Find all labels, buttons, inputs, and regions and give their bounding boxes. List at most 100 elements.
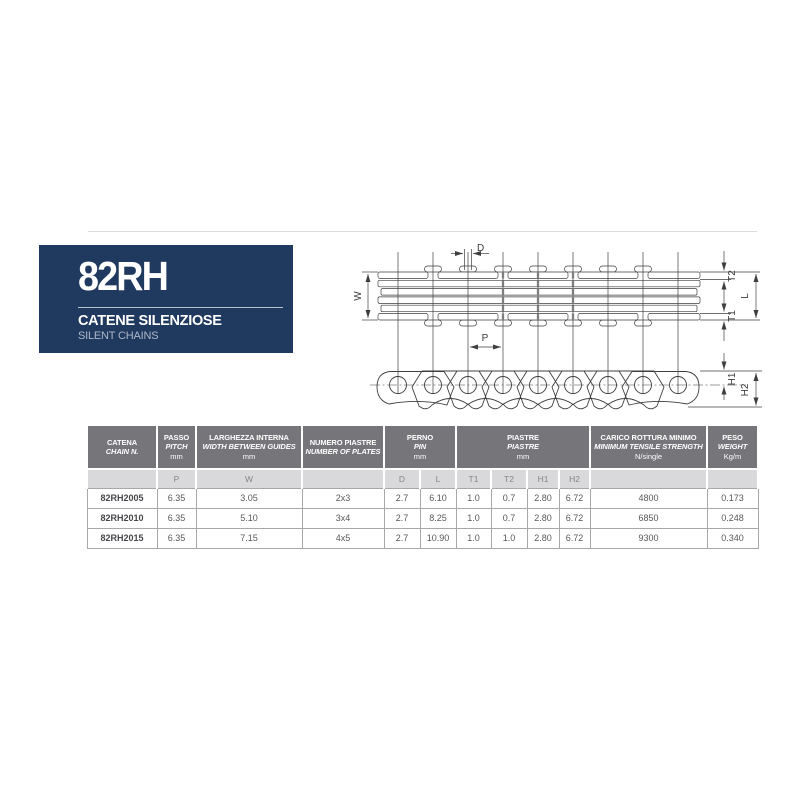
col-header-weight: PESO WEIGHT Kg/m — [706, 424, 760, 470]
spec-value-cell: 6.10 — [419, 487, 457, 509]
spec-value-cell: 0.7 — [490, 507, 528, 529]
dim-label-h1: H1 — [727, 372, 738, 385]
spec-value-cell: 0.173 — [706, 487, 759, 509]
chain-model-cell: 82RH2005 — [86, 487, 158, 509]
pin-axis-lines — [397, 252, 679, 393]
dim-label-h2: H2 — [740, 383, 751, 396]
col-header-sublabel: CHAIN N. — [105, 447, 139, 456]
plate-strips — [377, 271, 701, 321]
subheader-cell — [86, 468, 158, 489]
series-header-box: 82RH CATENE SILENZIOSE SILENT CHAINS — [39, 245, 293, 353]
spec-value-cell: 6.35 — [156, 507, 197, 529]
col-header-label: NUMERO PIASTRE — [309, 437, 377, 447]
col-header-label: CATENA — [106, 437, 138, 447]
table-header-row: CATENA CHAIN N. PASSO PITCH mm LARGHEZZA… — [86, 424, 760, 470]
table-row: 82RH2005 6.35 3.05 2x3 2.7 6.10 1.0 0.7 2.80 6.72… — [86, 487, 759, 509]
spec-value-cell: 6.72 — [558, 507, 591, 529]
col-header-label: LARGHEZZA INTERNA — [209, 432, 289, 442]
subheader-cell-l: L — [418, 468, 458, 489]
spec-table: CATENA CHAIN N. PASSO PITCH mm LARGHEZZA… — [86, 424, 760, 549]
spec-value-cell: 0.248 — [706, 507, 759, 529]
dimension-lines — [362, 249, 762, 408]
spec-value-cell: 7.15 — [195, 527, 303, 549]
col-header-unit: mm — [413, 451, 427, 461]
col-header-sublabel: WEIGHT — [717, 442, 748, 452]
spec-value-cell: 6.35 — [156, 527, 197, 549]
spec-value-cell: 6850 — [589, 507, 708, 529]
spec-value-cell: 9300 — [589, 527, 708, 549]
col-header-sublabel: PIN — [413, 442, 427, 452]
series-code: 82RH — [78, 253, 169, 299]
subheader-cell — [301, 468, 385, 489]
dim-label-w: W — [353, 291, 364, 301]
col-header-unit: Kg/m — [723, 451, 742, 461]
spec-value-cell: 1.0 — [455, 507, 492, 529]
spec-value-cell: 5.10 — [195, 507, 303, 529]
subheader-cell-h2: H2 — [558, 468, 592, 489]
dim-label-t1: T1 — [727, 310, 738, 322]
subheader-cell-p: P — [156, 468, 197, 489]
table-subheader-row: P W D L T1 T2 H1 H2 — [86, 468, 760, 489]
chain-technical-drawing: D W T2 T1 L P H1 H2 — [353, 243, 762, 410]
spec-value-cell: 4x5 — [301, 527, 385, 549]
dim-label-d: D — [477, 243, 484, 254]
col-header-plates: NUMERO PIASTRE NUMBER OF PLATES — [301, 424, 385, 470]
dim-label-t2: T2 — [727, 270, 738, 282]
series-divider — [78, 307, 283, 308]
col-header-label: PESO — [722, 432, 743, 442]
spec-value-cell: 1.0 — [490, 527, 528, 549]
col-header-strength: CARICO ROTTURA MINIMO MINIMUM TENSILE ST… — [589, 424, 709, 470]
col-header-label: PASSO — [163, 432, 190, 442]
subheader-cell — [589, 468, 709, 489]
spec-value-cell: 1.0 — [455, 527, 492, 549]
spec-value-cell: 2.80 — [526, 487, 560, 509]
spec-value-cell: 6.72 — [558, 527, 591, 549]
spec-value-cell: 0.340 — [706, 527, 759, 549]
spec-value-cell: 0.7 — [490, 487, 528, 509]
col-header-unit: mm — [516, 451, 530, 461]
col-header-sublabel: WIDTH BETWEEN GUIDES — [202, 442, 296, 452]
chain-profile-view — [370, 370, 746, 410]
series-title-english: SILENT CHAINS — [78, 330, 159, 342]
spec-value-cell: 6.35 — [156, 487, 197, 509]
col-header-unit: mm — [242, 451, 256, 461]
subheader-cell-w: W — [195, 468, 303, 489]
col-header-sublabel: NUMBER OF PLATES — [305, 447, 381, 456]
spec-value-cell: 4800 — [589, 487, 708, 509]
table-row: 82RH2010 6.35 5.10 3x4 2.7 8.25 1.0 0.7 2.80 6.72… — [86, 507, 759, 529]
spec-value-cell: 2.7 — [383, 527, 421, 549]
chain-model-cell: 82RH2015 — [86, 527, 158, 549]
dim-label-p: P — [482, 333, 489, 344]
col-header-sublabel: PITCH — [165, 442, 188, 452]
col-header-label: CARICO ROTTURA MINIMO — [600, 432, 697, 442]
col-header-width: LARGHEZZA INTERNA WIDTH BETWEEN GUIDES m… — [195, 424, 303, 470]
subheader-cell — [706, 468, 760, 489]
spec-value-cell: 3.05 — [195, 487, 303, 509]
col-header-unit: mm — [170, 451, 183, 461]
spec-value-cell: 6.72 — [558, 487, 591, 509]
spec-value-cell: 8.25 — [419, 507, 457, 529]
spec-value-cell: 10.90 — [419, 527, 457, 549]
col-header-chain: CATENA CHAIN N. — [86, 424, 158, 470]
subheader-cell-d: D — [383, 468, 421, 489]
table-row: 82RH2015 6.35 7.15 4x5 2.7 10.90 1.0 1.0 2.80 6.7… — [86, 527, 759, 549]
col-header-piastre: PIASTRE PIASTRE mm — [455, 424, 592, 470]
col-header-label: PERNO — [406, 432, 434, 442]
spec-table-body: 82RH2005 6.35 3.05 2x3 2.7 6.10 1.0 0.7 2.80 6.72… — [86, 487, 759, 549]
subheader-cell-t1: T1 — [455, 468, 493, 489]
col-header-sublabel: PIASTRE — [507, 442, 539, 452]
col-header-sublabel: MINIMUM TENSILE STRENGTH — [594, 442, 703, 452]
chain-model-cell: 82RH2010 — [86, 507, 158, 529]
dim-label-l: L — [740, 293, 751, 299]
spec-value-cell: 1.0 — [455, 487, 492, 509]
spec-value-cell: 2.80 — [526, 527, 560, 549]
spec-value-cell: 2.7 — [383, 487, 421, 509]
subheader-cell-h1: H1 — [526, 468, 561, 489]
series-title-italian: CATENE SILENZIOSE — [78, 313, 222, 329]
spec-value-cell: 2.80 — [526, 507, 560, 529]
spec-value-cell: 2.7 — [383, 507, 421, 529]
col-header-label: PIASTRE — [507, 432, 539, 442]
spec-value-cell: 3x4 — [301, 507, 385, 529]
spec-value-cell: 2x3 — [301, 487, 385, 509]
